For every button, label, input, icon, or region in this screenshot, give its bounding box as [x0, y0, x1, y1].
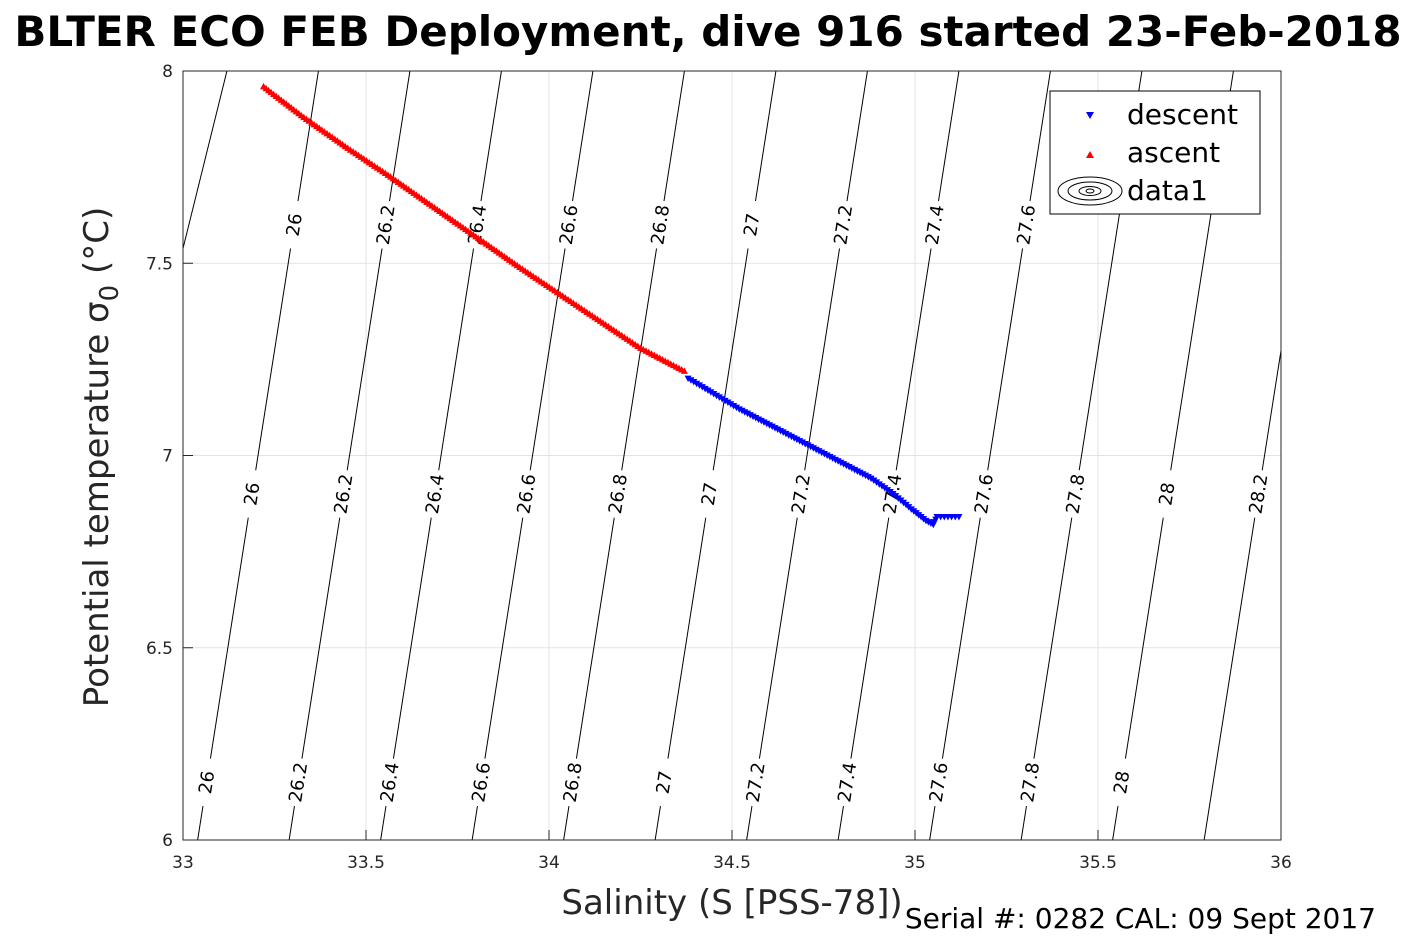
legend-descent-label: descent [1127, 98, 1238, 131]
descent-point [690, 379, 698, 386]
isopycnal-label: 27.8 [1016, 757, 1044, 808]
isopycnal-label: 27.8 [1061, 468, 1089, 520]
isopycnal-line [929, 71, 1051, 840]
x-tick-label: 33.5 [347, 853, 385, 873]
isopycnal-line [471, 71, 594, 840]
isopycnal-line [288, 71, 411, 840]
x-axis-label: Salinity (S [PSS-78]) [561, 883, 902, 923]
isopycnal-label: 26.8 [646, 199, 674, 251]
y-axis-label-subscript: 0 [95, 285, 125, 302]
y-axis-label-unit: (°C) [77, 207, 117, 285]
isopycnal-labels: 26 26.2 26.4 26.6 26.8 27 27.2 27.4 27.626 26.2 26… [193, 199, 1272, 808]
legend: descent ascent data1 [1049, 90, 1261, 215]
serial-cal-footnote: Serial #: 0282 CAL: 09 Sept 2017 [905, 902, 1376, 935]
isopycnal-line [654, 71, 777, 840]
y-tick-label: 8 [162, 62, 173, 82]
isopycnal-label: 26.4 [376, 757, 404, 808]
isopycnal-label: 27 [695, 468, 724, 520]
legend-data1-label: data1 [1127, 174, 1208, 207]
ascent-point [680, 367, 688, 374]
isopycnal-line [1203, 347, 1281, 840]
isopycnal-label-text: 27 [740, 212, 764, 238]
x-tick-label: 35 [904, 853, 926, 873]
isopycnal-label: 26.2 [284, 757, 312, 808]
legend-ascent-label: ascent [1127, 136, 1220, 169]
x-tick-label: 34 [538, 853, 560, 873]
isopycnal-label-text: 26 [240, 481, 264, 507]
descent-point [710, 390, 718, 398]
descent-point [687, 377, 695, 384]
descent-point [713, 392, 721, 400]
descent-point [684, 375, 692, 383]
y-tick-label: 6.5 [146, 639, 173, 659]
descent-point [955, 514, 963, 521]
x-tick-label: 34.5 [713, 853, 751, 873]
x-tick-label: 33 [172, 853, 194, 873]
x-axis-ticks: 33 33.5 34 34.5 35 35.5 36 [172, 830, 1292, 873]
y-tick-label: 7.5 [146, 254, 173, 274]
isopycnal-label-text: 28 [1110, 769, 1134, 795]
isopycnal-label: 28 [1108, 757, 1136, 808]
isopycnal-label: 27 [650, 757, 678, 808]
y-axis-label: Potential temperature σ0 (°C) [77, 207, 125, 707]
isopycnal-line [197, 71, 319, 840]
isopycnal-line [837, 71, 960, 840]
descent-point [704, 387, 712, 395]
x-tick-label: 35.5 [1079, 853, 1117, 873]
y-tick-label: 6 [162, 831, 173, 851]
descent-point [730, 402, 738, 410]
y-tick-label: 7 [162, 447, 173, 467]
descent-point [698, 384, 706, 391]
isopycnal-label-text: 27 [698, 481, 722, 507]
isopycnal-label-text: 26 [195, 769, 219, 795]
y-axis-label-main: Potential temperature σ [77, 301, 117, 707]
descent-point [727, 401, 735, 408]
isopycnal-label-text: 26 [283, 212, 307, 238]
isopycnal-label: 26 [238, 468, 266, 520]
isopycnal-label-text: 28 [1155, 481, 1179, 507]
descent-point [718, 396, 726, 403]
descent-point [695, 382, 703, 389]
y-axis-ticks: 6 6.5 7 7.5 8 [146, 62, 193, 851]
isopycnal-label-text: 27 [653, 769, 677, 795]
isopycnal-line [380, 71, 502, 840]
descent-point [724, 399, 732, 407]
legend-descent-marker [1086, 112, 1094, 119]
isopycnal-line [183, 71, 228, 251]
isopycnal-label: 26 [193, 757, 221, 808]
isopycnal-line [746, 71, 868, 840]
descent-point [693, 380, 701, 388]
isopycnal-label: 26.2 [372, 199, 400, 251]
isopycnal-label: 28 [1153, 468, 1181, 520]
descent-point [707, 389, 715, 396]
legend-box [1049, 90, 1261, 215]
series-ascent [260, 82, 688, 374]
legend-ascent-marker [1086, 151, 1094, 158]
isopycnal-label: 27 [738, 199, 766, 251]
chart-title: BLTER ECO FEB Deployment, dive 916 start… [14, 7, 1401, 56]
legend-data1-marker [1057, 176, 1123, 206]
isopycnal-label: 26 [280, 199, 308, 251]
x-tick-label: 36 [1270, 853, 1292, 873]
descent-point [721, 397, 729, 405]
isopycnal-label: 26.8 [559, 757, 587, 808]
descent-point [701, 385, 709, 393]
descent-point [732, 404, 740, 412]
isopycnal-line [563, 71, 685, 840]
series-descent [684, 375, 963, 529]
descent-point [715, 394, 723, 401]
